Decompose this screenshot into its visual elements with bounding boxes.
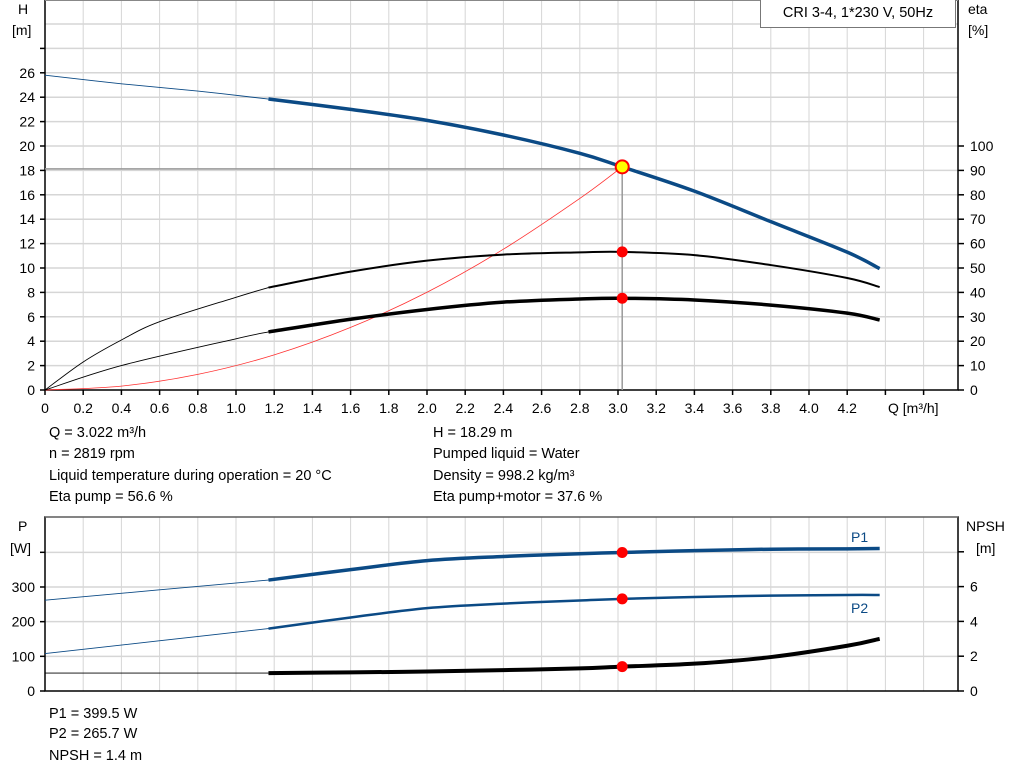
- x-tick-label: 2.6: [532, 400, 552, 416]
- y-tick-label-left: 10: [19, 260, 35, 276]
- x-tick-label: 3.6: [723, 400, 743, 416]
- y-tick-label-right: 0: [970, 382, 978, 398]
- x-tick-label: 3.2: [646, 400, 666, 416]
- y-tick-label-right: 10: [970, 358, 986, 374]
- x-tick-label: 1.8: [379, 400, 399, 416]
- series-eta_pump_motor: [268, 296, 881, 334]
- x-tick-label: 0.8: [188, 400, 208, 416]
- y-tick-label-right: 80: [970, 187, 986, 203]
- y-tick-label-right: 100: [970, 138, 994, 154]
- x-tick-label: 0.4: [112, 400, 132, 416]
- info-npsh: NPSH = 1.4 m: [49, 748, 143, 764]
- series-eta_pump-extrapolated: [44, 287, 269, 391]
- p2-marker: [616, 593, 628, 605]
- y-axis-title-right: eta: [968, 1, 988, 17]
- y-tick-label-right: 60: [970, 236, 986, 252]
- eta-pump-marker: [616, 246, 628, 258]
- series-P1: [268, 546, 880, 582]
- y-axis-unit-left: [m]: [12, 22, 31, 38]
- y-tick-label-right: 50: [970, 260, 986, 276]
- series-label-p1: P1: [851, 529, 868, 545]
- info-p2: P2 = 265.7 W: [49, 726, 138, 742]
- series-system_curve: [44, 166, 623, 391]
- y-tick-label-left: 16: [19, 187, 35, 203]
- x-tick-label: 1.2: [264, 400, 284, 416]
- y-tick-label-right: 20: [970, 333, 986, 349]
- y-tick-label-right: 90: [970, 162, 986, 178]
- series-H-extrapolated: [44, 74, 269, 100]
- info-liquid-temp: Liquid temperature during operation = 20…: [49, 468, 332, 484]
- x-tick-label: 3.4: [685, 400, 705, 416]
- operating-point-marker: [614, 159, 630, 175]
- x-tick-label: 1.0: [226, 400, 246, 416]
- y-tick-label-left: 8: [27, 284, 35, 300]
- x-axis-title: Q [m³/h]: [888, 400, 939, 416]
- y-tick-label-right: 30: [970, 309, 986, 325]
- y-tick-label-right: 6: [970, 579, 978, 595]
- series-P1-extrapolated: [44, 579, 269, 601]
- series-eta_pump: [268, 250, 880, 289]
- y-tick-label-right: 4: [970, 613, 978, 629]
- series-NPSH: [268, 636, 881, 676]
- y-tick-label-left: 22: [19, 114, 35, 130]
- x-tick-label: 2.2: [455, 400, 475, 416]
- info-pumped-liquid: Pumped liquid = Water: [433, 446, 580, 462]
- info-n: n = 2819 rpm: [49, 446, 135, 462]
- y-tick-label-left: 2: [27, 358, 35, 374]
- series-P2: [268, 593, 880, 630]
- y-tick-label-left: 14: [19, 211, 35, 227]
- y-axis-unit-right: [%]: [968, 22, 988, 38]
- y-tick-label-left: 26: [19, 65, 35, 81]
- info-q: Q = 3.022 m³/h: [49, 425, 147, 441]
- info-h: H = 18.29 m: [433, 425, 513, 441]
- npsh-marker: [616, 661, 628, 673]
- x-tick-label: 3.0: [608, 400, 628, 416]
- y-tick-label-right: 0: [970, 683, 978, 699]
- y-axis-title-left: H: [18, 1, 28, 17]
- x-tick-label: 3.8: [761, 400, 781, 416]
- y-axis-unit-left: [W]: [10, 540, 31, 556]
- x-tick-label: 2.0: [417, 400, 437, 416]
- info-eta-pump: Eta pump = 56.6 %: [49, 489, 173, 505]
- info-density: Density = 998.2 kg/m³: [433, 468, 575, 484]
- x-tick-label: 0.6: [150, 400, 170, 416]
- y-tick-label-right: 2: [970, 648, 978, 664]
- info-eta-pump-motor: Eta pump+motor = 37.6 %: [433, 489, 603, 505]
- y-tick-label-left: 100: [12, 648, 36, 664]
- y-axis-unit-right: [m]: [976, 540, 995, 556]
- x-tick-label: 0.2: [73, 400, 93, 416]
- y-tick-label-left: 24: [19, 89, 35, 105]
- x-tick-label: 4.0: [799, 400, 819, 416]
- x-tick-label: 1.4: [303, 400, 323, 416]
- y-tick-label-right: 70: [970, 211, 986, 227]
- y-axis-title-left: P: [18, 518, 27, 534]
- y-tick-label-left: 0: [27, 683, 35, 699]
- y-tick-label-left: 300: [12, 579, 36, 595]
- x-tick-label: 2.8: [570, 400, 590, 416]
- y-tick-label-right: 40: [970, 284, 986, 300]
- y-tick-label-left: 4: [27, 333, 35, 349]
- y-tick-label-left: 12: [19, 236, 35, 252]
- series-P2-extrapolated: [44, 628, 269, 655]
- y-axis-title-right: NPSH: [966, 518, 1005, 534]
- pump-legend: CRI 3-4, 1*230 V, 50Hz: [760, 0, 956, 28]
- y-tick-label-left: 0: [27, 382, 35, 398]
- x-tick-label: 2.4: [494, 400, 514, 416]
- series-H: [268, 97, 881, 271]
- x-tick-label: 1.6: [341, 400, 361, 416]
- info-p1: P1 = 399.5 W: [49, 706, 138, 722]
- y-tick-label-left: 200: [12, 614, 36, 630]
- y-tick-label-left: 18: [19, 162, 35, 178]
- p1-marker: [616, 546, 628, 558]
- y-tick-label-left: 20: [19, 138, 35, 154]
- x-tick-label: 0: [41, 400, 49, 416]
- eta-pump-motor-marker: [616, 292, 628, 304]
- x-tick-label: 4.2: [837, 400, 857, 416]
- y-tick-label-left: 6: [27, 309, 35, 325]
- series-eta_pump_motor-extrapolated: [44, 331, 269, 391]
- series-label-p2: P2: [851, 600, 868, 616]
